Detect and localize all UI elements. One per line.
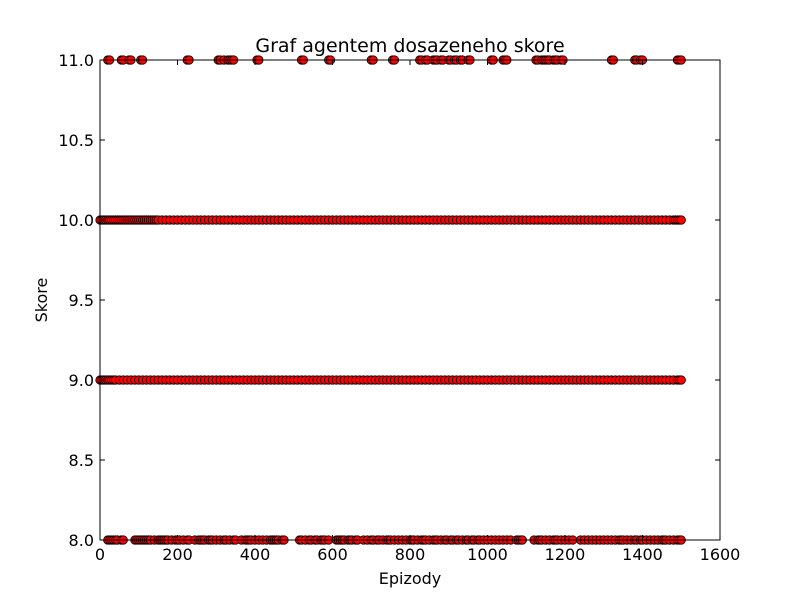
x-tick-label: 1200 <box>545 545 586 564</box>
x-tick-label: 1000 <box>467 545 508 564</box>
x-tick-label: 1400 <box>622 545 663 564</box>
x-tick-label: 400 <box>240 545 271 564</box>
x-tick-label: 800 <box>395 545 426 564</box>
y-tick-label: 8.0 <box>69 531 94 550</box>
y-tick-label: 10.0 <box>58 211 94 230</box>
x-axis-label: Epizody <box>379 569 442 588</box>
y-tick-label: 8.5 <box>69 451 94 470</box>
x-tick-label: 200 <box>162 545 193 564</box>
axis-ticks: 0 200 400 600 800 1000 1200 1400 1600 8.0 8.5 9.0 9.… <box>58 51 740 564</box>
data-points <box>95 55 686 545</box>
data-point <box>676 215 686 225</box>
x-tick-label: 0 <box>95 545 105 564</box>
y-axis-label: Skore <box>32 278 51 323</box>
chart-title: Graf agentem dosazeneho skore <box>255 35 564 57</box>
x-tick-label: 600 <box>317 545 348 564</box>
y-tick-label: 10.5 <box>58 131 94 150</box>
y-tick-label: 9.5 <box>69 291 94 310</box>
data-point <box>676 375 686 385</box>
x-tick-label: 1600 <box>700 545 741 564</box>
y-tick-label: 9.0 <box>69 371 94 390</box>
y-tick-label: 11.0 <box>58 51 94 70</box>
